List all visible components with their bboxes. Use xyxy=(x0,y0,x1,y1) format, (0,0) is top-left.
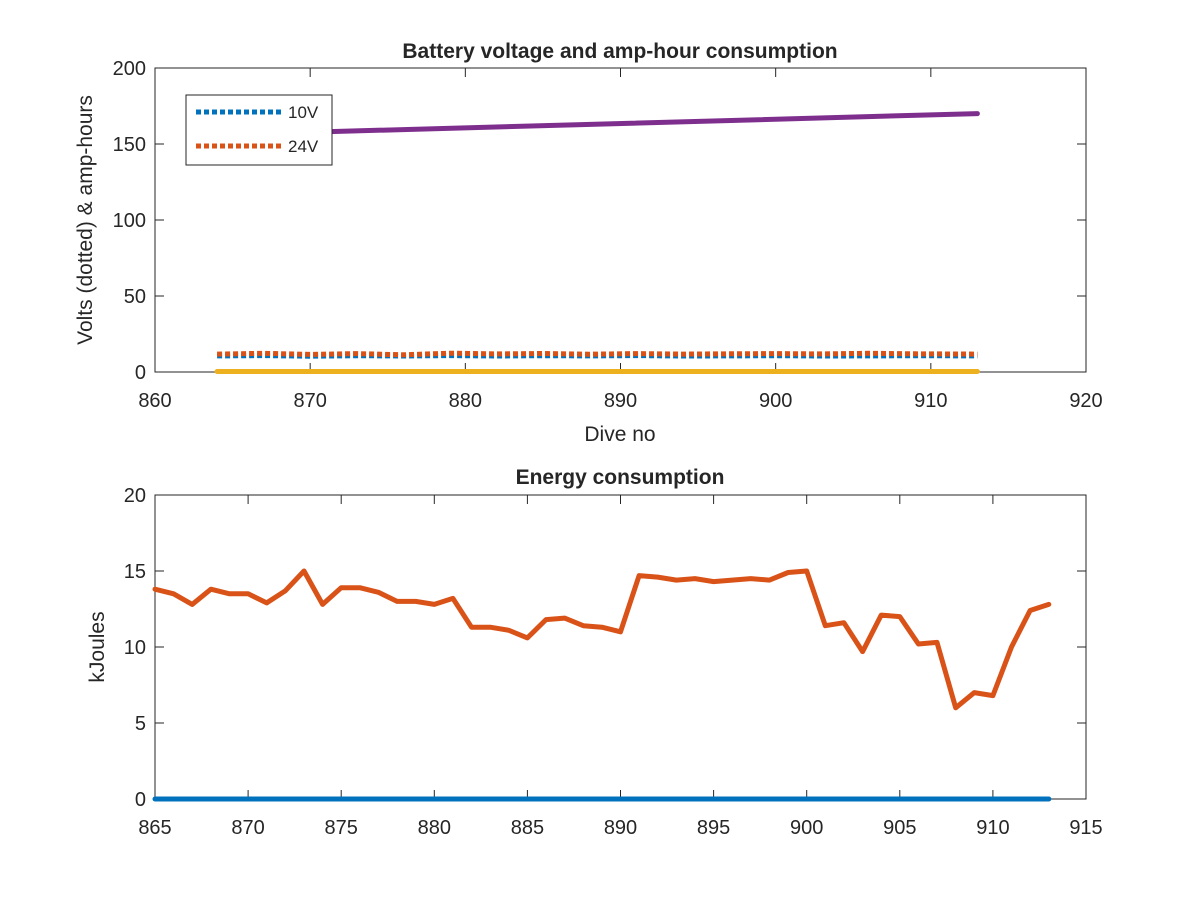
chart-title: Energy consumption xyxy=(516,466,725,489)
x-axis-label: Dive no xyxy=(584,423,655,446)
legend-label-24v: 24V xyxy=(288,137,319,156)
x-tick-label: 880 xyxy=(449,390,482,412)
x-tick-label: 865 xyxy=(138,817,171,839)
legend-box xyxy=(185,94,333,166)
y-tick-label: 150 xyxy=(113,134,146,156)
x-tick-label: 905 xyxy=(883,817,916,839)
y-tick-label: 15 xyxy=(124,561,146,583)
series-line-24v xyxy=(217,350,978,358)
x-tick-label: 900 xyxy=(759,390,792,412)
y-axis-label: Volts (dotted) & amp-hours xyxy=(74,95,97,345)
x-tick-label: 870 xyxy=(293,390,326,412)
chart-voltage-amphours: Battery voltage and amp-hour consumption… xyxy=(74,40,1103,446)
y-tick-label: 0 xyxy=(135,362,146,384)
series-line-0 xyxy=(152,568,1052,711)
y-tick-label: 10 xyxy=(124,637,146,659)
x-tick-label: 860 xyxy=(138,390,171,412)
x-tick-label: 895 xyxy=(697,817,730,839)
plot-area: 860 870 880 890 900 910 920 0 50 100 150 200 xyxy=(113,58,1103,412)
chart-title: Battery voltage and amp-hour consumption xyxy=(402,40,837,63)
x-tick-label: 875 xyxy=(325,817,358,839)
y-tick-label: 5 xyxy=(135,713,146,735)
x-tick-label: 910 xyxy=(976,817,1009,839)
legend-label-10v: 10V xyxy=(288,103,319,122)
y-tick-label: 20 xyxy=(124,485,146,507)
y-tick-label: 0 xyxy=(135,789,146,811)
y-tick-label: 50 xyxy=(124,286,146,308)
x-tick-label: 885 xyxy=(511,817,544,839)
x-tick-label: 890 xyxy=(604,817,637,839)
plot-area: 865 870 875 880 885 890 895 900 905 910 915 0 5 10 15 2… xyxy=(124,485,1103,839)
x-tick-label: 900 xyxy=(790,817,823,839)
legend: 10V 24V xyxy=(185,94,333,166)
x-tick-label: 910 xyxy=(914,390,947,412)
y-tick-label: 100 xyxy=(113,210,146,232)
x-tick-label: 880 xyxy=(418,817,451,839)
y-axis-label: kJoules xyxy=(86,611,109,682)
x-tick-label: 915 xyxy=(1069,817,1102,839)
y-tick-label: 200 xyxy=(113,58,146,80)
x-tick-label: 890 xyxy=(604,390,637,412)
x-tick-label: 870 xyxy=(231,817,264,839)
axes-box xyxy=(154,494,1087,800)
x-tick-label: 920 xyxy=(1069,390,1102,412)
chart-energy-consumption: Energy consumption kJoules 865 870 875 880 8… xyxy=(86,466,1103,839)
series-line-3 xyxy=(292,111,980,136)
